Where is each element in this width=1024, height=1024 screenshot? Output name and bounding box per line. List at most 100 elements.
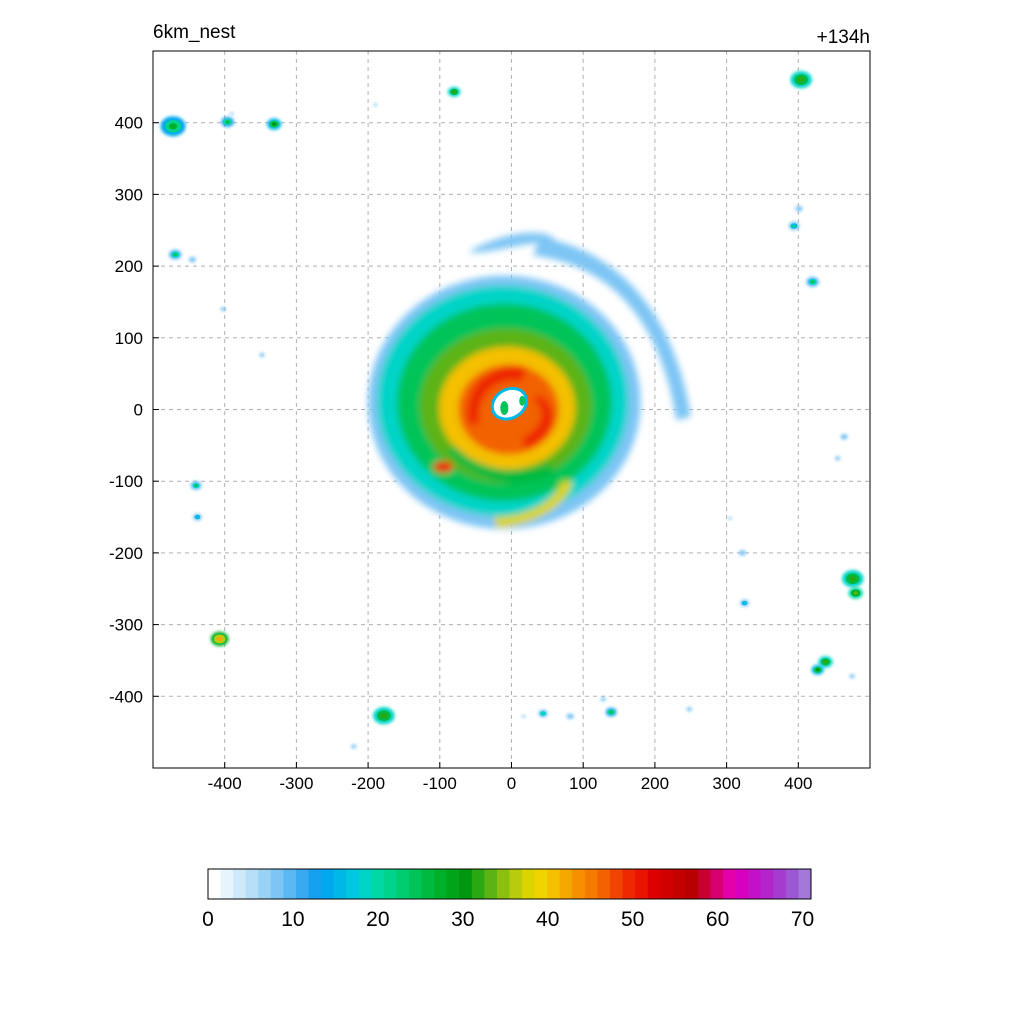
colorbar-tick-label: 70 — [791, 908, 814, 931]
cell-core — [225, 120, 230, 124]
colorbar-swatch — [308, 869, 322, 899]
colorbar-swatch — [723, 869, 737, 899]
colorbar-tick-label: 0 — [202, 908, 214, 931]
colorbar-swatch — [685, 869, 699, 899]
colorbar-tick-label: 30 — [451, 908, 474, 931]
cell-core — [194, 484, 198, 487]
y-axis-ticks: 400 300 200 100 0 -100 -200 -300 -400 — [109, 114, 159, 706]
cell-core — [853, 591, 858, 595]
x-tick-label: -100 — [423, 774, 457, 793]
y-tick-label: -200 — [109, 544, 143, 563]
colorbar-tick-label: 50 — [621, 908, 644, 931]
cell-mid — [741, 600, 748, 606]
colorbar-tick-label: 40 — [536, 908, 559, 931]
convective-cell — [728, 517, 732, 520]
y-tick-label: 0 — [134, 401, 143, 420]
convective-cell — [740, 599, 750, 607]
colorbar-swatch — [258, 869, 272, 899]
cell-outer — [849, 674, 855, 679]
cell-outer — [373, 103, 378, 107]
convective-cell — [267, 118, 282, 130]
convective-cell — [738, 550, 746, 556]
cell-core — [815, 668, 820, 672]
cell-outer — [351, 744, 357, 749]
x-tick-label: 100 — [569, 774, 597, 793]
colorbar-swatch — [572, 869, 586, 899]
colorbar-swatch — [647, 869, 661, 899]
cell-outer — [230, 111, 234, 115]
convective-cell — [811, 664, 824, 675]
x-tick-label: 200 — [641, 774, 669, 793]
cell-mid — [540, 711, 546, 716]
colorbar-swatch — [346, 869, 360, 899]
convective-cell — [220, 306, 226, 312]
colorbar-swatch — [522, 869, 536, 899]
cell-core — [609, 710, 613, 714]
cell-core — [169, 123, 178, 130]
colorbar-swatch — [233, 869, 247, 899]
y-tick-label: 300 — [115, 185, 143, 204]
convective-cell — [190, 481, 202, 490]
colorbar-tick-label: 10 — [281, 908, 304, 931]
colorbar-swatch — [371, 869, 385, 899]
cell-core — [797, 76, 805, 83]
colorbar-swatch — [584, 869, 598, 899]
x-tick-label: 300 — [712, 774, 740, 793]
x-axis-ticks: -400 -300 -200 -100 0 100 200 300 400 — [208, 762, 812, 793]
cell-outer — [840, 433, 848, 440]
convective-cell — [210, 631, 229, 647]
convective-cell — [521, 714, 526, 718]
colorbar-swatch — [471, 869, 485, 899]
x-tick-label: 0 — [507, 774, 516, 793]
colorbar-swatch — [208, 869, 222, 899]
x-tick-label: -200 — [351, 774, 385, 793]
outer-rainband-north — [468, 232, 555, 253]
colorbar-swatch — [245, 869, 259, 899]
colorbar-swatch — [409, 869, 423, 899]
colorbar-swatch — [610, 869, 624, 899]
eye-spot — [519, 395, 526, 406]
convective-cell — [373, 707, 395, 725]
convective-cell — [188, 256, 197, 263]
convective-cell — [806, 276, 819, 287]
y-tick-label: -300 — [109, 616, 143, 635]
cell-outer — [188, 256, 197, 263]
convective-cell — [835, 456, 841, 461]
y-tick-label: 100 — [115, 329, 143, 348]
cell-core — [452, 90, 457, 94]
cell-core — [271, 122, 277, 126]
colorbar-swatch — [321, 869, 335, 899]
cell-outer — [600, 697, 606, 702]
cell-core — [173, 253, 178, 257]
colorbar-swatch — [283, 869, 297, 899]
convective-cell — [818, 656, 833, 668]
colorbar-swatch — [534, 869, 548, 899]
colorbar-tick-label: 60 — [706, 908, 729, 931]
colorbar-swatch — [383, 869, 397, 899]
colorbar-swatch — [660, 869, 674, 899]
convective-cell — [221, 116, 234, 128]
colorbar-swatch — [710, 869, 724, 899]
colorbar-swatch — [760, 869, 774, 899]
cell-outer — [738, 550, 746, 556]
south-rainband — [493, 481, 573, 528]
cell-outer — [795, 205, 803, 212]
cell-outer — [259, 352, 265, 358]
colorbar-swatch — [333, 869, 347, 899]
colorbar-swatch — [735, 869, 749, 899]
colorbar-swatch — [220, 869, 234, 899]
colorbar-frame — [207, 868, 812, 900]
outer-rainband-east — [533, 237, 691, 421]
convective-cell — [447, 86, 461, 97]
cell-outer — [220, 306, 226, 312]
colorbar-swatch — [484, 869, 498, 899]
convective-cell — [351, 744, 357, 749]
convective-cell — [566, 713, 574, 720]
convective-cell — [160, 116, 186, 137]
x-tick-label: -300 — [279, 774, 313, 793]
colorbar-swatch — [597, 869, 611, 899]
convective-cell — [605, 707, 617, 717]
eye-spot — [500, 401, 509, 416]
cell-outer — [686, 707, 693, 712]
